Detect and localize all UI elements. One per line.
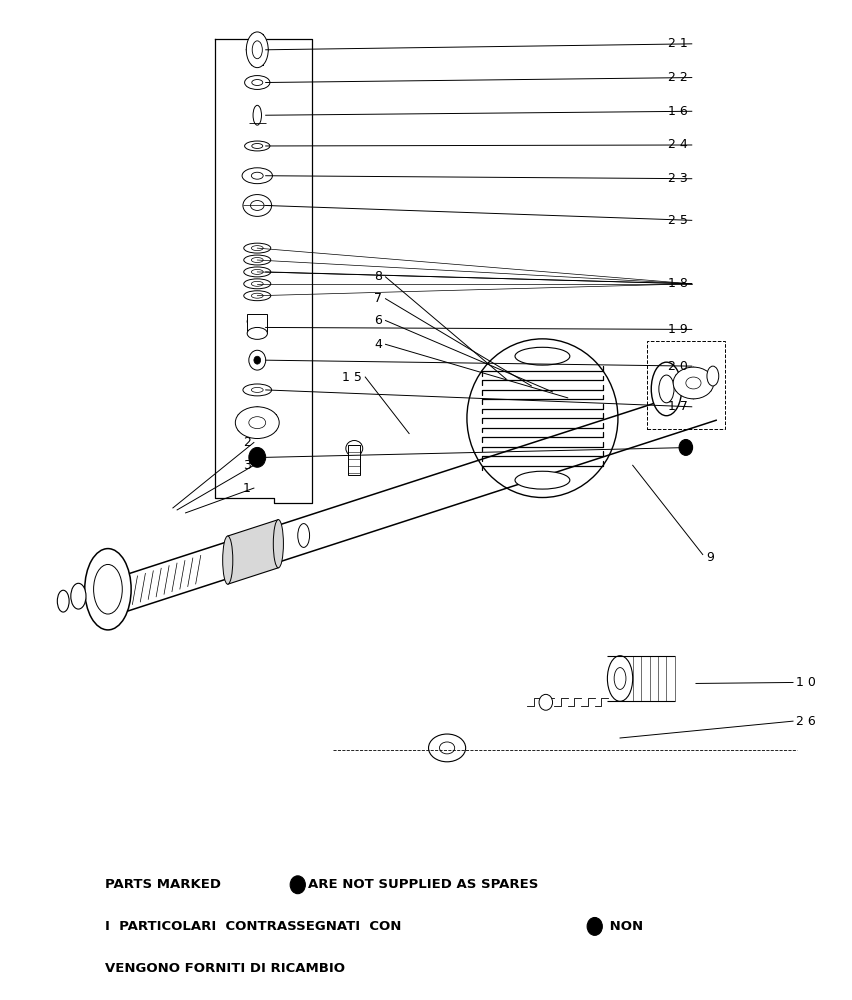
Ellipse shape bbox=[251, 387, 263, 392]
Text: ARE NOT SUPPLIED AS SPARES: ARE NOT SUPPLIED AS SPARES bbox=[308, 878, 538, 891]
Ellipse shape bbox=[251, 246, 263, 251]
Text: 1 9: 1 9 bbox=[668, 323, 688, 336]
Ellipse shape bbox=[247, 316, 268, 327]
Ellipse shape bbox=[252, 80, 262, 85]
Text: 7: 7 bbox=[374, 292, 383, 305]
Ellipse shape bbox=[651, 362, 682, 416]
Ellipse shape bbox=[251, 269, 263, 274]
Ellipse shape bbox=[515, 471, 570, 489]
Bar bbox=[247, 314, 268, 333]
Ellipse shape bbox=[246, 32, 268, 68]
Ellipse shape bbox=[71, 583, 86, 609]
Ellipse shape bbox=[243, 384, 272, 396]
Text: 2 0: 2 0 bbox=[668, 360, 688, 373]
Circle shape bbox=[249, 350, 266, 370]
Ellipse shape bbox=[249, 417, 266, 429]
Ellipse shape bbox=[244, 243, 271, 253]
Text: NON: NON bbox=[605, 920, 643, 933]
Ellipse shape bbox=[57, 590, 69, 612]
Ellipse shape bbox=[252, 143, 262, 148]
Text: 2 2: 2 2 bbox=[668, 71, 688, 84]
Ellipse shape bbox=[251, 293, 263, 298]
Ellipse shape bbox=[235, 407, 279, 439]
Ellipse shape bbox=[659, 375, 674, 403]
Bar bbox=[647, 341, 725, 429]
Text: 3: 3 bbox=[243, 459, 250, 472]
Text: 4: 4 bbox=[374, 338, 383, 351]
Ellipse shape bbox=[346, 440, 363, 456]
Ellipse shape bbox=[243, 195, 272, 216]
Ellipse shape bbox=[686, 377, 701, 389]
Ellipse shape bbox=[440, 742, 455, 754]
Text: VENGONO FORNITI DI RICAMBIO: VENGONO FORNITI DI RICAMBIO bbox=[106, 962, 345, 975]
Ellipse shape bbox=[297, 524, 309, 547]
Ellipse shape bbox=[242, 168, 273, 184]
Text: 2: 2 bbox=[243, 436, 250, 449]
Ellipse shape bbox=[673, 367, 714, 399]
Ellipse shape bbox=[253, 105, 262, 125]
Text: 9: 9 bbox=[706, 551, 714, 564]
Text: 1 6: 1 6 bbox=[668, 105, 688, 118]
Ellipse shape bbox=[614, 668, 626, 689]
Text: 2 5: 2 5 bbox=[668, 214, 688, 227]
Polygon shape bbox=[227, 520, 279, 584]
Ellipse shape bbox=[244, 255, 271, 265]
Circle shape bbox=[679, 440, 693, 455]
Circle shape bbox=[254, 356, 261, 364]
Ellipse shape bbox=[251, 172, 263, 179]
Circle shape bbox=[249, 447, 266, 467]
Ellipse shape bbox=[84, 549, 131, 630]
Ellipse shape bbox=[515, 347, 570, 365]
Text: PARTS MARKED: PARTS MARKED bbox=[106, 878, 226, 891]
Ellipse shape bbox=[250, 201, 264, 210]
Ellipse shape bbox=[252, 41, 262, 59]
Ellipse shape bbox=[245, 76, 270, 89]
Text: 1: 1 bbox=[243, 482, 250, 495]
Text: I  PARTICOLARI  CONTRASSEGNATI  CON: I PARTICOLARI CONTRASSEGNATI CON bbox=[106, 920, 411, 933]
Ellipse shape bbox=[707, 366, 719, 386]
Ellipse shape bbox=[244, 267, 271, 277]
Ellipse shape bbox=[244, 291, 271, 301]
Ellipse shape bbox=[94, 564, 123, 614]
Ellipse shape bbox=[222, 536, 233, 584]
Ellipse shape bbox=[247, 327, 268, 339]
Ellipse shape bbox=[244, 279, 271, 289]
Text: 2 3: 2 3 bbox=[668, 172, 688, 185]
Ellipse shape bbox=[429, 734, 466, 762]
Text: 2 6: 2 6 bbox=[796, 715, 815, 728]
Text: 2 4: 2 4 bbox=[668, 138, 688, 151]
Circle shape bbox=[291, 876, 305, 894]
Circle shape bbox=[587, 917, 602, 935]
Circle shape bbox=[539, 694, 553, 710]
Text: 1 8: 1 8 bbox=[668, 277, 688, 290]
Ellipse shape bbox=[251, 258, 263, 262]
Ellipse shape bbox=[245, 141, 270, 151]
Ellipse shape bbox=[251, 281, 263, 286]
Text: 1 7: 1 7 bbox=[668, 400, 688, 413]
Text: 1 5: 1 5 bbox=[342, 371, 362, 384]
Ellipse shape bbox=[273, 520, 284, 568]
Text: 6: 6 bbox=[374, 314, 383, 327]
Text: 1 0: 1 0 bbox=[796, 676, 815, 689]
Ellipse shape bbox=[607, 656, 633, 701]
Bar bbox=[348, 445, 360, 475]
Text: 8: 8 bbox=[374, 270, 383, 283]
Text: 2 1: 2 1 bbox=[668, 37, 688, 50]
